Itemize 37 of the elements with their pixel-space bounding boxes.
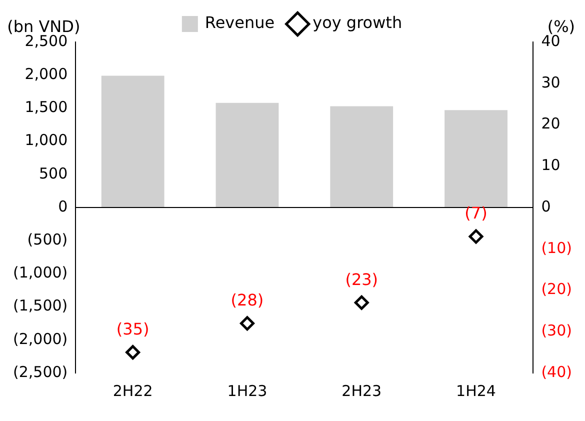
x-tick-label: 1H23	[227, 382, 268, 400]
data-label: (23)	[345, 270, 378, 289]
y-tick-label: (1,500)	[12, 296, 68, 315]
bar	[101, 76, 164, 208]
point	[354, 295, 369, 310]
y2-tick-label: (20)	[541, 280, 572, 298]
data-label: (28)	[230, 290, 264, 310]
y-tick-label: 2,500	[24, 32, 68, 50]
x-tick-label: 1H24	[456, 382, 496, 400]
y-tick-label: (1,000)	[12, 264, 68, 282]
point	[468, 229, 484, 244]
y-tick-label: 1,500	[24, 98, 68, 116]
y-tick-label: (2,000)	[12, 330, 68, 348]
y2-tick-label: 10	[541, 156, 560, 174]
y2-tick-label: 20	[541, 114, 560, 133]
bar	[444, 110, 508, 208]
y2-tick-label: 30	[541, 73, 560, 92]
data-label: (35)	[116, 319, 150, 338]
y2-tick-label: (10)	[541, 238, 572, 257]
y-tick-label: 0	[58, 197, 68, 216]
point	[240, 316, 254, 331]
x-tick-label: 2H22	[112, 382, 153, 400]
y-tick-label: 1,000	[24, 131, 68, 150]
legend-label: Revenue	[204, 13, 275, 32]
x-tick-label: 2H23	[342, 382, 382, 400]
y-tick-label: (500)	[27, 230, 68, 248]
legend-label: yoy growth	[312, 13, 402, 32]
bar	[330, 106, 394, 208]
y-tick-label: (2,500)	[12, 362, 68, 381]
data-label: (7)	[464, 204, 488, 223]
y-tick-label: 500	[39, 164, 68, 182]
bar	[216, 102, 279, 208]
y2-tick-label: (40)	[541, 362, 572, 381]
y-tick-label: 2,000	[24, 64, 68, 83]
point	[126, 345, 140, 360]
y2-tick-label: (30)	[541, 322, 572, 340]
y2-tick-label: 0	[541, 197, 551, 216]
